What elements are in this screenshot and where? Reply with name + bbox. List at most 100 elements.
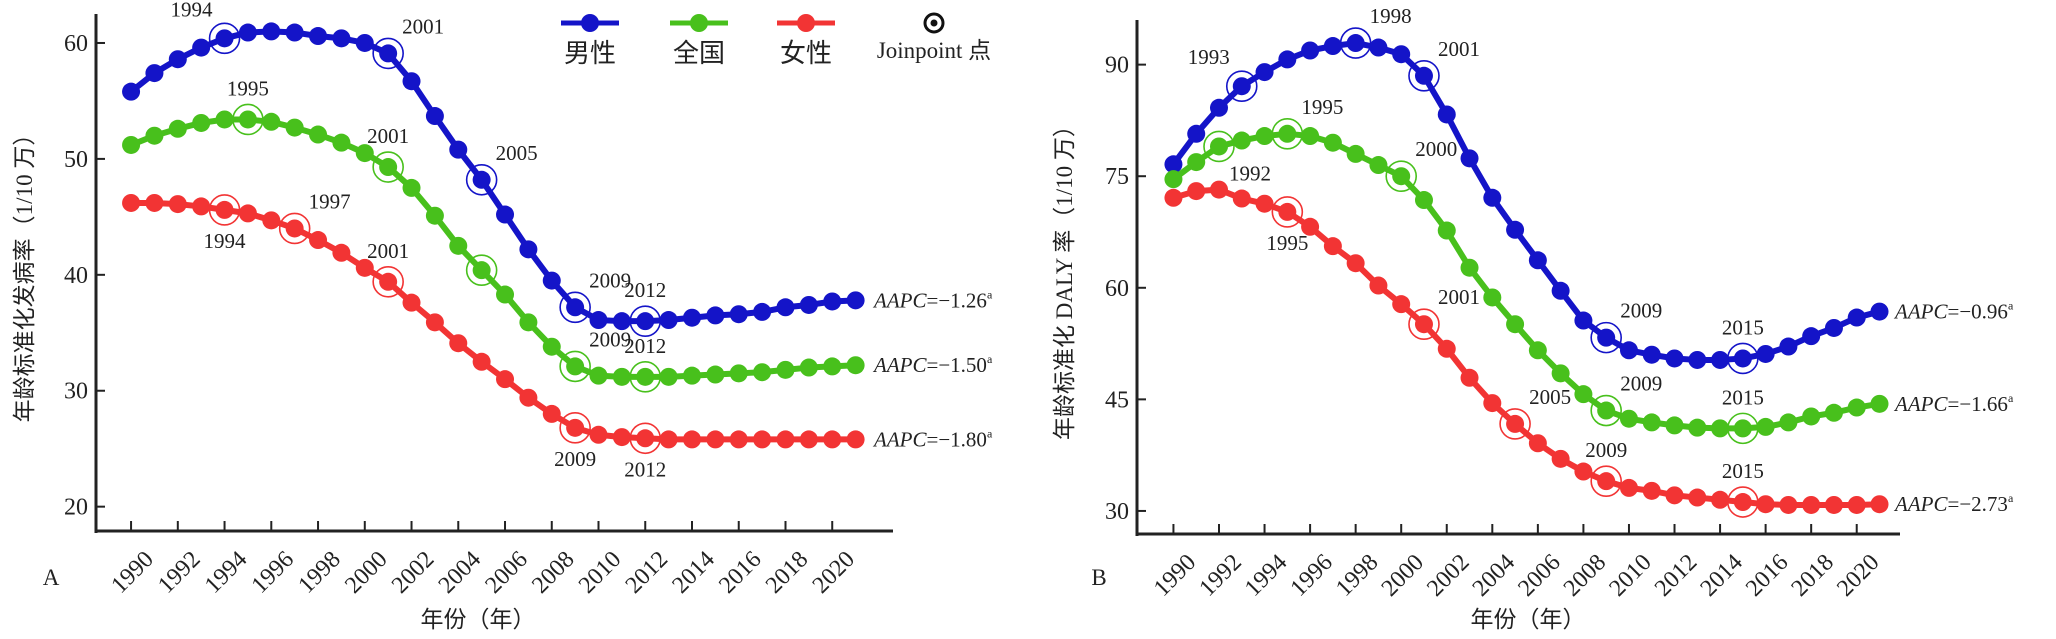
joinpoint-label: 1994: [171, 0, 214, 21]
chart-panel-a: 2030405060199019921994199619982000200220…: [12, 0, 993, 632]
joinpoint-label: 2001: [1438, 285, 1480, 309]
data-point: [379, 158, 398, 177]
data-point: [1870, 394, 1889, 413]
joinpoint-label: 2009: [1620, 372, 1662, 396]
joinpoint-label: 2009: [589, 327, 631, 351]
data-point: [1255, 127, 1274, 146]
data-point: [309, 125, 328, 144]
x-tick-label: 1998: [294, 546, 346, 598]
joinpoint-label: 2012: [624, 457, 666, 481]
data-point: [1551, 281, 1570, 300]
data-point: [1278, 124, 1297, 143]
data-point: [823, 292, 842, 311]
joinpoint-marker: [232, 103, 264, 136]
data-point: [589, 311, 608, 330]
series-line: [129, 28, 856, 325]
data-point: [1346, 34, 1365, 53]
data-point: [1369, 38, 1388, 57]
data-point: [215, 110, 234, 129]
legend-marker: [690, 14, 708, 32]
data-point: [1346, 254, 1365, 273]
legend-item-female: 女性: [777, 14, 835, 68]
data-point: [1711, 419, 1730, 438]
x-tick-label: 2006: [1513, 549, 1565, 601]
data-point: [1688, 488, 1707, 507]
data-point: [1483, 394, 1502, 413]
joinpoint-marker: [1727, 486, 1759, 518]
data-point: [1642, 345, 1661, 364]
x-tick-label: 2010: [1604, 549, 1656, 601]
joinpoint-marker: [1203, 130, 1235, 163]
data-point: [682, 308, 701, 327]
data-point: [799, 358, 818, 377]
x-tick-label: 1998: [1331, 549, 1383, 601]
data-point: [1392, 45, 1411, 64]
data-point: [332, 29, 351, 48]
joinpoint-label: 2001: [367, 239, 409, 263]
x-tick-label: 2016: [714, 546, 766, 598]
aapc-note: a: [987, 287, 993, 301]
joinpoint-marker: [1590, 465, 1622, 497]
data-point: [1255, 194, 1274, 213]
data-point: [1392, 295, 1411, 314]
data-point: [145, 64, 164, 83]
data-point: [145, 126, 164, 145]
data-point: [1528, 251, 1547, 270]
joinpoint-label: 1998: [1370, 4, 1412, 28]
x-tick-label: 2020: [808, 546, 860, 598]
joinpoint-label: 2015: [1722, 459, 1764, 483]
y-axis-title: 年龄标准化发病率（1/10 万）: [12, 123, 37, 423]
aapc-value: =−1.50: [927, 353, 987, 377]
data-point: [753, 363, 772, 382]
data-point: [1301, 127, 1320, 146]
data-point: [449, 334, 468, 353]
data-point: [355, 144, 374, 163]
data-point: [1597, 401, 1616, 420]
data-point: [542, 271, 561, 290]
joinpoint-marker: [1590, 321, 1622, 354]
data-point: [519, 240, 538, 259]
x-tick-label: 2018: [761, 546, 813, 598]
series-male: 1993 1998 2001 2009 2015 AAPC=−0.96a: [1164, 4, 2014, 375]
data-point: [1597, 328, 1616, 347]
aapc-label: AAPC=−0.96a: [1893, 299, 2014, 324]
data-point: [1528, 341, 1547, 360]
data-point: [799, 295, 818, 314]
data-point: [1619, 478, 1638, 497]
data-point: [589, 425, 608, 444]
data-point: [729, 364, 748, 383]
data-point: [612, 367, 631, 386]
data-point: [285, 118, 304, 137]
data-point: [332, 243, 351, 262]
joinpoint-label: 2000: [1415, 137, 1457, 161]
aapc-label: AAPC=−1.26a: [872, 287, 993, 312]
data-point: [1779, 337, 1798, 356]
x-tick-label: 2014: [667, 546, 719, 598]
data-point: [542, 404, 561, 423]
data-point: [496, 205, 515, 224]
data-point: [1164, 155, 1183, 174]
x-tick-label: 1996: [247, 546, 299, 598]
joinpoint-label: 2012: [624, 278, 666, 302]
data-point: [192, 38, 211, 57]
joinpoint-label: 1995: [227, 76, 269, 100]
data-point: [168, 195, 187, 214]
x-tick-label: 2004: [1468, 549, 1520, 601]
data-point: [215, 200, 234, 219]
data-point: [262, 112, 281, 131]
joinpoint-marker: [629, 422, 662, 455]
data-point: [1756, 417, 1775, 436]
series-line: [1171, 40, 1881, 363]
aapc-prefix: AAPC: [872, 427, 927, 451]
data-point: [1870, 495, 1889, 514]
data-point: [1665, 486, 1684, 505]
data-point: [1642, 413, 1661, 432]
data-point: [1483, 288, 1502, 307]
y-tick-label: 90: [1105, 53, 1129, 79]
joinpoint-marker: [1499, 408, 1531, 440]
x-tick-label: 1990: [1149, 549, 1201, 601]
data-point: [1232, 131, 1251, 150]
data-point: [1528, 434, 1547, 453]
data-point: [659, 367, 678, 386]
panel-label: A: [43, 565, 60, 590]
